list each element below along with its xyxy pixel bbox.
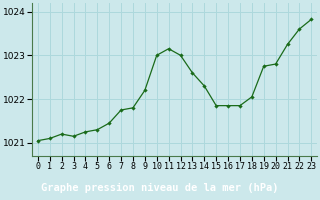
Text: Graphe pression niveau de la mer (hPa): Graphe pression niveau de la mer (hPa) <box>41 183 279 193</box>
